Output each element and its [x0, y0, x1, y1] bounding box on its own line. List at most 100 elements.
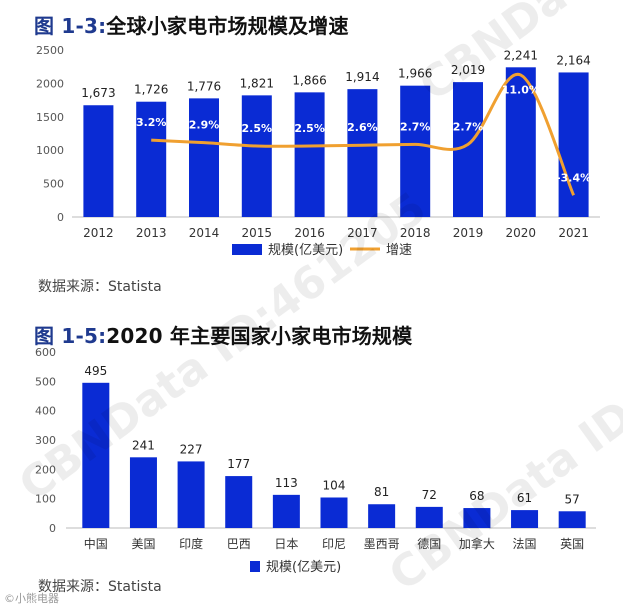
chart1-bar-label: 1,673: [81, 86, 115, 100]
chart1-bar: [241, 95, 272, 217]
chart1-ytick: 1000: [36, 144, 64, 157]
chart1-bar: [558, 72, 589, 218]
chart2-xtick: 德国: [417, 536, 441, 551]
chart2-ytick: 100: [35, 493, 56, 506]
chart1-svg: 0 500 1000 1500 2000 2500 1,673 2012 1,726 2013 1,…: [36, 44, 600, 258]
chart1-xtick: 2016: [294, 226, 325, 240]
chart2-ytick: 500: [35, 375, 56, 388]
chart1-bar: [189, 98, 219, 217]
chart1-growth-label: 3.2%: [136, 116, 167, 129]
chart2-xtick: 日本: [274, 537, 298, 551]
chart1-bar-label: 1,966: [398, 67, 432, 81]
chart1-bar: [347, 89, 378, 217]
chart2-bar-label: 227: [180, 442, 203, 456]
chart2-xtick: 印尼: [322, 537, 346, 551]
chart2-title: 图 1-5:2020 年主要国家小家电市场规模: [34, 320, 412, 349]
chart1-ytick: 1500: [36, 111, 64, 124]
chart2-xtick: 印度: [179, 536, 203, 551]
chart2-bar: [225, 476, 253, 528]
chart2-bar-label: 113: [275, 476, 298, 490]
chart2-bar-label: 57: [565, 492, 580, 506]
chart1-ytick: 2500: [36, 44, 64, 57]
chart1-xtick: 2019: [453, 226, 484, 240]
chart1-bar: [136, 101, 167, 217]
chart2-bar: [129, 457, 157, 528]
chart1-growth-label: 2.6%: [347, 121, 378, 134]
chart1-legend-bar-swatch: [232, 244, 262, 255]
chart2-bar: [558, 511, 586, 528]
chart1-growth-label: 2.9%: [189, 119, 220, 132]
chart1-bar: [294, 92, 325, 217]
chart1-title-main: 全球小家电市场规模及增速: [106, 14, 349, 38]
chart1-xtick: 2015: [242, 226, 273, 240]
chart2-bar: [415, 506, 443, 528]
chart2-source: 数据来源：Statista: [38, 579, 162, 595]
chart1-bar-label: 1,776: [187, 79, 221, 93]
chart2-xtick: 巴西: [227, 537, 251, 551]
chart1-title: 图 1-3:全球小家电市场规模及增速: [34, 10, 349, 39]
chart1-legend-bar-label: 规模(亿美元): [268, 243, 343, 258]
chart2-legend-bar-swatch: [250, 561, 260, 572]
footer-logo: ©小熊电器: [4, 592, 59, 605]
chart1-ytick: 2000: [36, 77, 64, 90]
chart1-growth-line: [151, 72, 575, 196]
chart1-growth-label: 2.7%: [453, 120, 484, 133]
chart2-bar: [320, 497, 348, 528]
chart2-xtick: 中国: [84, 536, 108, 551]
chart2-bar: [368, 504, 396, 528]
chart2-bar-label: 177: [227, 457, 250, 471]
chart2-title-main: 2020 年主要国家小家电市场规模: [106, 324, 413, 348]
chart2-bar-label: 104: [323, 478, 346, 492]
chart1-bar-label: 1,821: [240, 76, 274, 90]
chart2-xtick: 英国: [560, 537, 584, 551]
chart2-title-prefix: 图 1-5:: [34, 324, 107, 348]
chart1-bar: [505, 67, 536, 217]
chart1-bar-label: 1,914: [345, 70, 379, 84]
chart1-source: 数据来源：Statista: [38, 279, 162, 295]
chart1-xtick: 2017: [347, 226, 378, 240]
chart1-bar: [400, 85, 431, 217]
chart2-bar-label: 68: [469, 489, 484, 503]
chart1-growth-label: 2.5%: [242, 122, 273, 135]
chart1-growth-label: 2.5%: [294, 122, 325, 135]
chart1-growth-label: -3.4%: [556, 171, 591, 184]
chart2-ytick: 300: [35, 434, 56, 447]
chart1-bar-label: 1,866: [292, 73, 326, 87]
chart1-legend-line-label: 增速: [386, 243, 412, 258]
chart2-bar: [463, 508, 491, 528]
chart2-bar: [272, 494, 300, 528]
chart1-xtick: 2021: [558, 226, 589, 240]
chart1-xtick: 2014: [189, 226, 220, 240]
chart2-legend-bar-label: 规模(亿美元): [266, 560, 341, 575]
chart1-bar-label: 1,726: [134, 83, 168, 97]
chart2-bar-label: 61: [517, 491, 532, 505]
chart2-bar-label: 495: [84, 364, 107, 378]
chart2-svg: 0 100 200 300 400 500 600 495 中国 241 美国 227 印度 177 巴西 1…: [35, 346, 596, 575]
chart1-ytick: 500: [43, 178, 64, 191]
chart1-bar-label: 2,164: [556, 53, 590, 67]
chart2-bar-label: 72: [422, 488, 437, 502]
chart2-bar: [511, 510, 539, 528]
chart1-bar-label: 2,019: [451, 63, 485, 77]
chart1-xtick: 2012: [83, 226, 114, 240]
chart2-ytick: 400: [35, 405, 56, 418]
chart2-xtick: 加拿大: [459, 536, 495, 551]
chart2-xtick: 美国: [131, 537, 155, 551]
chart1-title-prefix: 图 1-3:: [34, 14, 107, 38]
chart1-bar: [83, 105, 114, 217]
chart1-growth-label: 11.0%: [502, 83, 540, 96]
chart1-xtick: 2018: [400, 226, 431, 240]
chart2-xtick: 法国: [513, 537, 537, 551]
chart1-xtick: 2013: [136, 226, 167, 240]
chart2-bar: [82, 382, 110, 528]
chart2-xtick: 墨西哥: [364, 537, 400, 551]
chart2-ytick: 0: [49, 522, 56, 535]
chart1-ytick: 0: [57, 211, 64, 224]
chart1-growth-label: 2.7%: [400, 120, 431, 133]
chart2-bar: [177, 461, 205, 528]
chart2-ytick: 600: [35, 346, 56, 359]
chart2-bar-label: 241: [132, 438, 155, 452]
chart2-bar-label: 81: [374, 485, 389, 499]
chart1-xtick: 2020: [506, 226, 537, 240]
chart1-bar-label: 2,241: [504, 48, 538, 62]
